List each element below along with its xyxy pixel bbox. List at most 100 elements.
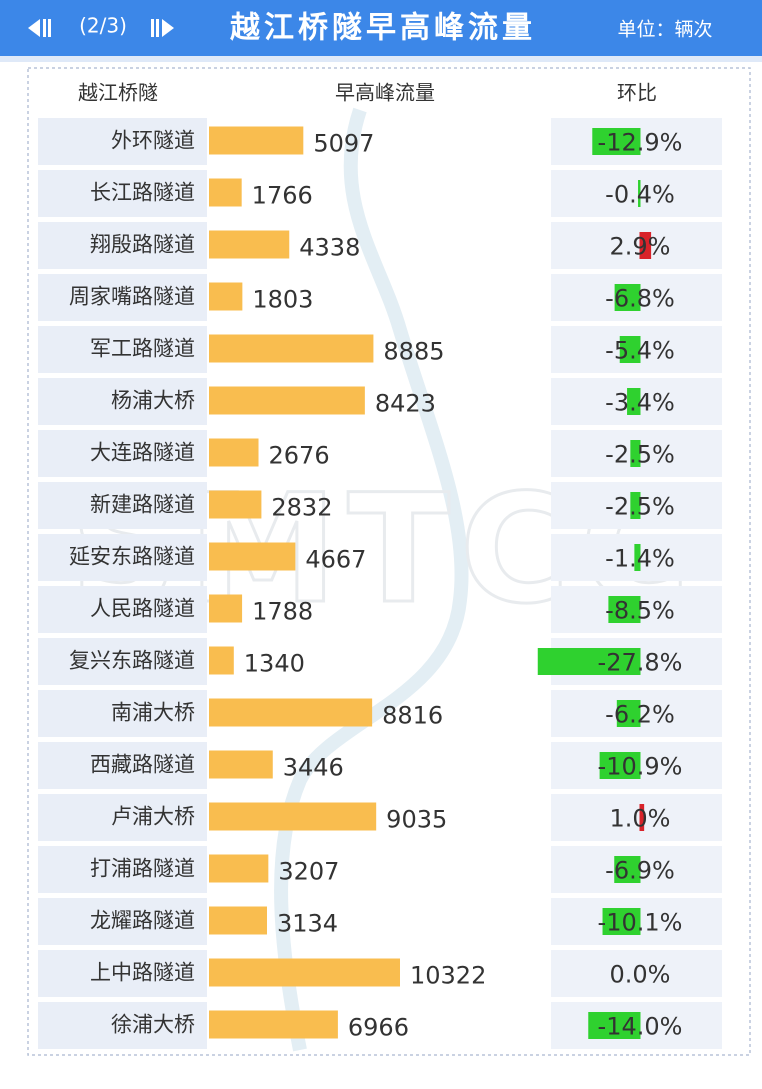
row-name: 长江路隧道: [90, 181, 195, 205]
river-decoration: [274, 107, 469, 1052]
flow-label: 6966: [348, 1014, 409, 1042]
title: 越江桥隧早高峰流量: [230, 11, 536, 46]
name-cell: [38, 170, 207, 217]
row-name: 龙耀路隧道: [90, 909, 195, 933]
change-label: -10.1%: [598, 909, 683, 937]
flow-label: 1340: [244, 650, 305, 678]
row-name: 打浦路隧道: [90, 857, 195, 881]
change-label: 1.0%: [610, 805, 671, 833]
name-cell: [38, 430, 207, 477]
row-name: 杨浦大桥: [111, 389, 195, 413]
change-cell: [551, 794, 722, 841]
change-bar: [639, 232, 652, 259]
name-cell: [38, 326, 207, 373]
flow-bar: [209, 906, 267, 935]
flow-bar: [209, 854, 269, 883]
column-header: 早高峰流量: [335, 81, 435, 105]
name-cell: [38, 534, 207, 581]
name-cell: [38, 118, 207, 165]
flow-label: 4667: [305, 546, 366, 574]
name-cell: [38, 846, 207, 893]
change-cell: [551, 222, 722, 269]
change-label: -12.9%: [598, 129, 683, 157]
change-label: -1.4%: [605, 545, 675, 573]
column-header: 越江桥隧: [78, 81, 158, 105]
change-label: -0.4%: [605, 181, 675, 209]
flow-bar: [209, 958, 400, 987]
flow-bar: [209, 386, 365, 415]
name-cell: [38, 638, 207, 685]
change-label: -14.0%: [598, 1013, 683, 1041]
change-label: 0.0%: [610, 961, 671, 989]
change-bar: [634, 544, 641, 571]
change-bar: [616, 700, 641, 727]
name-cell: [38, 378, 207, 425]
row-name: 外环隧道: [111, 129, 195, 153]
row-name: 卢浦大桥: [111, 805, 195, 829]
unit: 单位：辆次: [617, 19, 712, 41]
flow-label: 2676: [269, 442, 330, 470]
column-header: 环比: [617, 81, 657, 105]
change-label: -6.8%: [605, 285, 675, 313]
change-label: -2.5%: [605, 441, 675, 469]
row-name: 周家嘴路隧道: [69, 285, 195, 309]
flow-bar: [209, 802, 377, 831]
row-name: 上中路隧道: [90, 961, 195, 985]
flow-label: 8816: [382, 702, 443, 730]
name-cell: [38, 950, 207, 997]
flow-bar: [209, 750, 273, 779]
change-bar: [630, 492, 641, 519]
change-label: -5.4%: [605, 337, 675, 365]
change-label: -3.4%: [605, 389, 675, 417]
name-cell: [38, 742, 207, 789]
row-name: 人民路隧道: [90, 597, 195, 621]
change-label: 2.9%: [610, 233, 671, 261]
flow-label: 3134: [277, 910, 338, 938]
change-bar: [630, 440, 641, 467]
name-cell: [38, 274, 207, 321]
name-cell: [38, 794, 207, 841]
flow-label: 1788: [252, 598, 313, 626]
flow-bar: [209, 230, 290, 259]
flow-label: 2832: [271, 494, 332, 522]
change-label: -2.5%: [605, 493, 675, 521]
flow-label: 3446: [283, 754, 344, 782]
flow-bar: [209, 282, 243, 311]
prev-icon[interactable]: [28, 19, 51, 37]
change-bar: [537, 648, 641, 675]
name-cell: [38, 690, 207, 737]
change-bar: [588, 1012, 641, 1039]
change-label: -10.9%: [598, 753, 683, 781]
flow-label: 10322: [410, 962, 486, 990]
row-name: 西藏路隧道: [90, 753, 195, 777]
flow-label: 5097: [313, 130, 374, 158]
flow-bar: [209, 1010, 338, 1039]
flow-label: 8423: [375, 390, 436, 418]
page-indicator: (2/3): [79, 14, 127, 38]
flow-label: 1766: [252, 182, 313, 210]
change-bar: [614, 856, 641, 883]
row-name: 翔殷路隧道: [90, 233, 195, 257]
flow-label: 1803: [252, 286, 313, 314]
next-icon[interactable]: [151, 19, 174, 37]
flow-bar: [209, 542, 296, 571]
change-bar: [592, 128, 641, 155]
row-name: 复兴东路隧道: [69, 649, 195, 673]
flow-label: 8885: [383, 338, 444, 366]
change-label: -8.5%: [605, 597, 675, 625]
flow-bar: [209, 698, 373, 727]
flow-bar: [209, 646, 234, 675]
row-name: 大连路隧道: [90, 441, 195, 465]
change-bar: [599, 752, 641, 779]
change-cell: [551, 950, 722, 997]
header-shadow: [0, 56, 762, 62]
flow-bar: [209, 126, 304, 155]
flow-bar: [209, 594, 243, 623]
change-cell: [551, 170, 722, 217]
change-bar: [639, 804, 645, 831]
name-cell: [38, 898, 207, 945]
row-name: 南浦大桥: [111, 701, 195, 725]
flow-label: 3207: [278, 858, 339, 886]
flow-label: 9035: [386, 806, 447, 834]
